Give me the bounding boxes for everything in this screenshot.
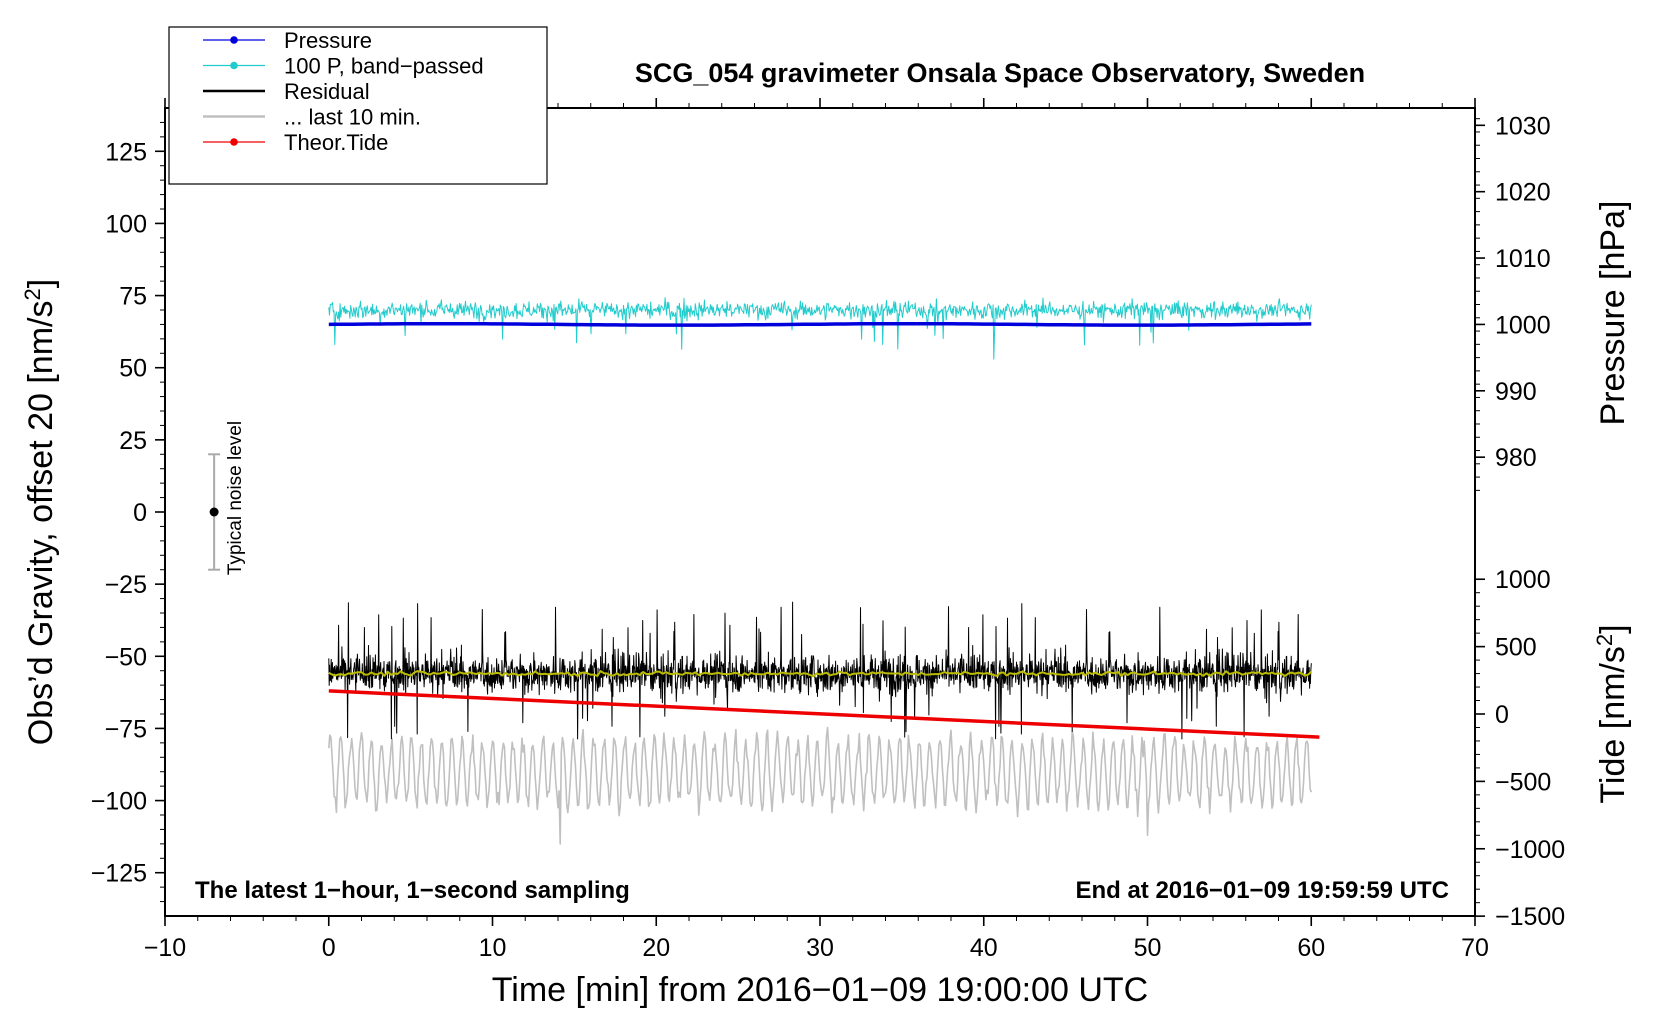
x-tick-label: 30 [806,934,834,962]
pressure-line [328,321,1312,327]
bandpass-line [328,297,1312,360]
y-pressure-tick-label: 990 [1495,378,1537,406]
y-axis-left-label-end: ] [22,279,60,288]
y-tide-tick-label: 500 [1495,634,1537,662]
y-axis-pressure-label: Pressure [hPa] [1594,201,1632,426]
y-tide-tick-label: −500 [1495,768,1551,796]
y-left-tick-label: 25 [119,427,147,455]
chart-title: SCG_054 gravimeter Onsala Space Observat… [635,58,1365,88]
legend-label: ... last 10 min. [284,105,421,130]
series-theoretical-tide [328,689,1320,739]
y-tide-tick-label: 0 [1495,701,1509,729]
x-tick-label: 70 [1461,934,1489,962]
y-tide-tick-label: −1000 [1495,836,1565,864]
smoothed-line [328,670,1312,678]
y-axis-tide-label-main: Tide [nm/s [1594,646,1632,803]
residual-line [328,601,1312,740]
y-pressure-tick-label: 1000 [1495,311,1551,339]
legend-label: 100 P, band−passed [284,54,484,79]
y-axis-left-label-sup: 2 [20,288,45,300]
legend-marker [230,36,238,44]
y-axis-left-label-main: Obs’d Gravity, offset 20 [nm/s [22,301,60,746]
x-tick-label: 60 [1297,934,1325,962]
y-left-tick-label: 75 [119,283,147,311]
legend-label: Pressure [284,28,372,53]
x-tick-label: −10 [144,934,186,962]
x-tick-label: 0 [322,934,336,962]
last-10-min-line [328,726,1313,845]
y-left-tick-label: −125 [91,860,147,888]
y-left-tick-label: −50 [105,643,147,671]
y-tide-tick-label: 1000 [1495,566,1551,594]
legend-label: Residual [284,79,370,104]
y-pressure-tick-label: 1020 [1495,179,1551,207]
series-bandpass [328,297,1312,360]
y-left-tick-label: 125 [105,138,147,166]
annotation-sampling: The latest 1−hour, 1−second sampling [195,877,630,904]
tide-line [328,689,1320,739]
x-tick-label: 20 [642,934,670,962]
legend-box [168,26,548,185]
legend-marker [230,61,238,70]
y-axis-left-label: Obs’d Gravity, offset 20 [nm/s2] [20,279,61,745]
y-axis-left-ticks: 125 100 75 50 25 0 −25 −50 −75 −100 −125 [91,121,165,903]
y-axis-tide-label: Tide [nm/s2] [1592,624,1633,803]
y-left-tick-label: 0 [133,499,147,527]
y-axis-tide-ticks: 1000 500 0 −500 −1000 −1500 [1475,566,1565,931]
y-pressure-tick-label: 1030 [1495,112,1551,140]
series-smoothed [328,670,1312,678]
x-tick-label: 10 [479,934,507,962]
y-left-tick-label: −75 [105,715,147,743]
noise-level-label: Typical noise level [225,421,246,575]
noise-bar-center-dot [209,507,219,517]
y-left-tick-label: 100 [105,210,147,238]
y-axis-tide-label-sup: 2 [1592,634,1617,646]
series-residual [328,601,1312,740]
y-axis-pressure-ticks: 1030 1020 1010 1000 990 980 [1475,112,1551,491]
x-axis-ticks: −10 0 10 20 30 40 50 60 70 [144,98,1489,962]
annotation-end-time: End at 2016−01−09 19:59:59 UTC [1075,877,1449,904]
y-axis-tide-label-end: ] [1594,624,1632,633]
series-pressure [328,321,1312,327]
y-tide-tick-label: −1500 [1495,903,1565,931]
x-axis-label: Time [min] from 2016−01−09 19:00:00 UTC [492,971,1148,1009]
legend-label: Theor.Tide [284,130,388,155]
noise-level-marker [208,453,221,571]
y-left-tick-label: −25 [105,571,147,599]
legend-marker [230,138,238,146]
series-last-10-min [328,726,1313,845]
x-tick-label: 40 [970,934,998,962]
y-left-tick-label: −100 [91,788,147,816]
y-pressure-tick-label: 980 [1495,444,1537,472]
plot-frame [164,107,1476,917]
x-tick-label: 50 [1134,934,1162,962]
y-left-tick-label: 50 [119,355,147,383]
y-pressure-tick-label: 1010 [1495,245,1551,273]
